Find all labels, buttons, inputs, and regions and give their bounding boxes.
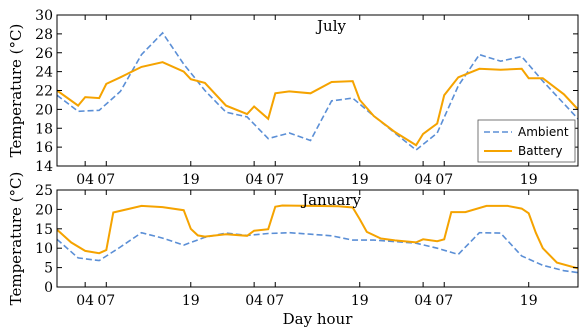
y-tick-label: 28 <box>35 27 53 43</box>
january-battery-line <box>57 204 578 270</box>
x-tick-label: 04 <box>76 172 94 188</box>
x-tick-label: 19 <box>351 172 369 188</box>
y-tick-label: 22 <box>35 84 53 100</box>
y-tick-label: 15 <box>35 222 53 238</box>
january-y-axis-label: Temperature (°C) <box>7 172 25 306</box>
legend: Ambient Battery <box>477 119 576 163</box>
y-tick-label: 14 <box>35 159 53 175</box>
x-tick-label: 07 <box>97 172 115 188</box>
y-tick-label: 25 <box>35 183 53 199</box>
legend-box <box>477 119 576 163</box>
x-axis-label: Day hour <box>283 310 354 328</box>
july-y-axis-label: Temperature (°C) <box>7 24 25 158</box>
y-tick-label: 0 <box>44 280 53 296</box>
january-plot-frame <box>56 189 579 288</box>
y-tick-label: 20 <box>35 202 53 218</box>
x-tick-label: 19 <box>520 293 538 309</box>
x-tick-label: 07 <box>266 172 284 188</box>
x-tick-label: 04 <box>76 293 94 309</box>
y-tick-label: 26 <box>35 46 53 62</box>
x-tick-label: 19 <box>520 172 538 188</box>
x-tick-label: 07 <box>435 293 453 309</box>
x-tick-label: 04 <box>245 172 263 188</box>
x-tick-label: 07 <box>97 293 115 309</box>
x-tick-label: 04 <box>414 172 432 188</box>
january-ambient-line <box>57 231 578 274</box>
january-title: January <box>300 191 361 209</box>
x-tick-label: 04 <box>414 293 432 309</box>
legend-label-battery: Battery <box>518 144 562 158</box>
x-tick-label: 19 <box>351 293 369 309</box>
x-tick-label: 04 <box>245 293 263 309</box>
y-tick-label: 20 <box>35 102 53 118</box>
x-tick-label: 07 <box>266 293 284 309</box>
x-tick-label: 19 <box>182 293 200 309</box>
y-tick-label: 18 <box>35 121 53 137</box>
july-ambient-line <box>57 31 578 152</box>
y-tick-label: 24 <box>35 65 53 81</box>
x-tick-label: 07 <box>435 172 453 188</box>
july-battery-line <box>57 61 578 147</box>
july-title: July <box>315 17 346 35</box>
y-tick-label: 16 <box>35 140 53 156</box>
x-tick-label: 19 <box>182 172 200 188</box>
legend-label-ambient: Ambient <box>518 125 569 139</box>
y-tick-label: 5 <box>44 261 53 277</box>
y-tick-label: 30 <box>35 8 53 24</box>
y-tick-label: 10 <box>35 241 53 257</box>
